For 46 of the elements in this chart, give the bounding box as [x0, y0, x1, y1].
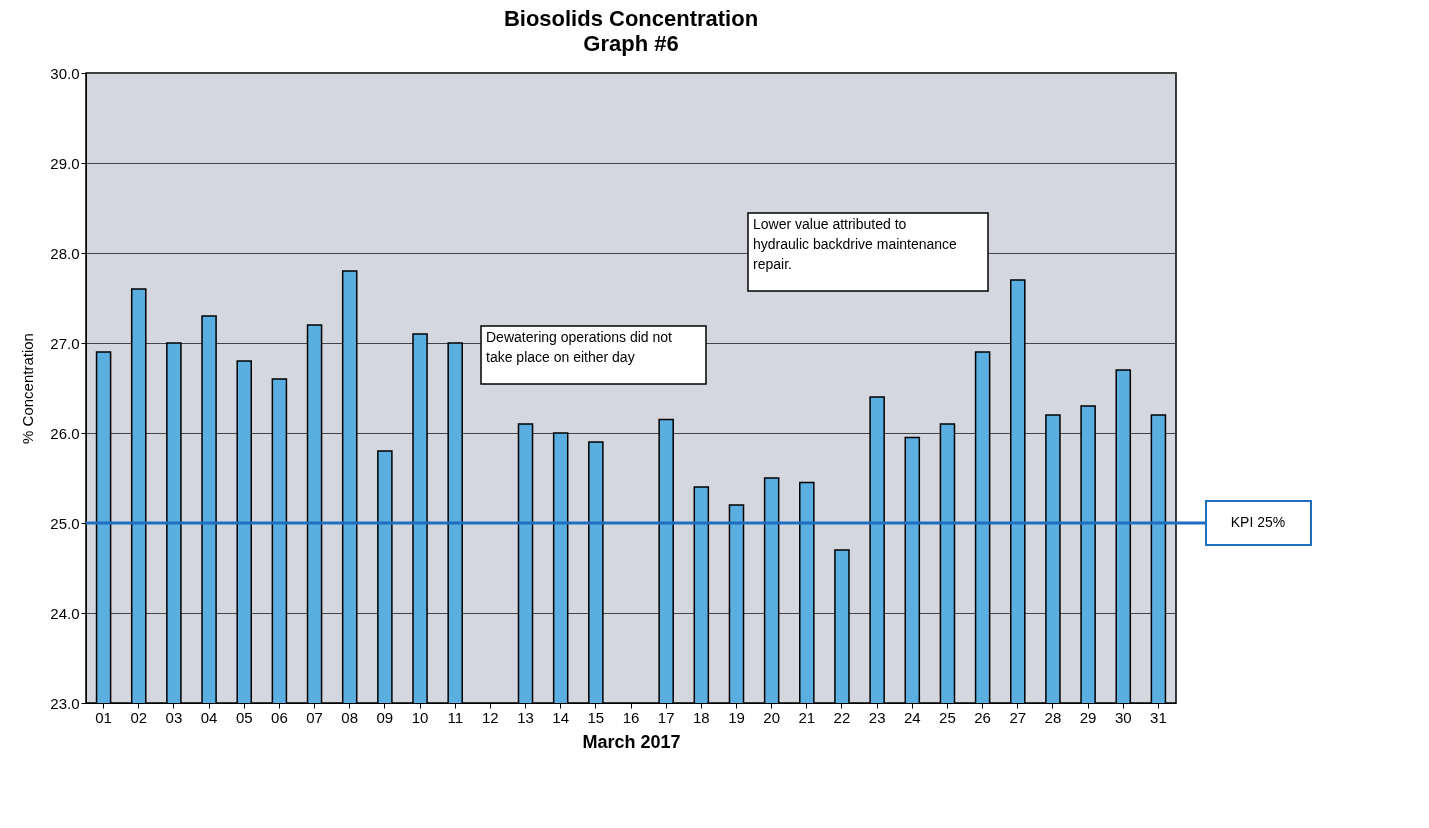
- x-tick-label: 26: [974, 708, 991, 726]
- x-tick-label: 16: [622, 708, 640, 726]
- x-tick-label: 08: [341, 708, 359, 726]
- x-tick-label: 07: [306, 708, 323, 726]
- x-tick-label: 10: [411, 708, 429, 726]
- x-tick-label: 18: [692, 708, 710, 726]
- x-tick-label: 23: [868, 708, 886, 726]
- annotation: Dewatering operations did not take place on either day: [486, 329, 673, 365]
- x-tick-label: 20: [763, 708, 780, 726]
- x-tick-label: 15: [587, 708, 605, 726]
- x-tick-label: 05: [235, 708, 253, 726]
- chart-title: Biosolids Concentration: [503, 6, 759, 31]
- x-tick-label: 22: [833, 708, 851, 726]
- x-tick-label: 24: [903, 708, 921, 726]
- x-tick-label: 29: [1079, 708, 1097, 726]
- x-tick-label: 25: [939, 708, 956, 726]
- y-axis-title: % Concentration: [19, 333, 37, 444]
- annotation: Lower value attributed to hydraulic backdrive maintenance repair.: [753, 216, 958, 272]
- chart-subtitle: Graph #6: [583, 31, 679, 56]
- y-tick-label: 27.0: [50, 334, 80, 352]
- y-tick-label: 23.0: [50, 694, 80, 712]
- y-tick-label: 29.0: [50, 154, 80, 172]
- x-tick-label: 01: [95, 708, 112, 726]
- x-tick-label: 14: [552, 708, 570, 726]
- x-tick-label: 06: [271, 708, 288, 726]
- y-tick-label: 28.0: [50, 244, 80, 262]
- x-tick-label: 09: [376, 708, 394, 726]
- x-tick-label: 17: [657, 708, 675, 726]
- y-tick-label: 24.0: [50, 604, 80, 622]
- x-tick-label: 13: [517, 708, 534, 726]
- x-axis-title: March 2017: [582, 731, 681, 752]
- x-tick-label: 31: [1150, 708, 1167, 726]
- x-tick-label: 28: [1044, 708, 1062, 726]
- x-tick-label: 04: [200, 708, 218, 726]
- x-tick-label: 11: [447, 708, 463, 726]
- x-tick-label: 03: [165, 708, 183, 726]
- x-tick-label: 12: [482, 708, 499, 726]
- ref-line-label: KPI 25%: [1230, 514, 1286, 530]
- y-tick-label: 26.0: [50, 424, 80, 442]
- y-tick-label: 25.0: [50, 514, 80, 532]
- x-tick-label: 30: [1114, 708, 1132, 726]
- x-tick-label: 19: [728, 708, 745, 726]
- x-tick-label: 21: [798, 708, 816, 726]
- x-tick-label: 27: [1009, 708, 1027, 726]
- x-tick-label: 02: [130, 708, 148, 726]
- y-tick-label: 30.0: [50, 64, 80, 82]
